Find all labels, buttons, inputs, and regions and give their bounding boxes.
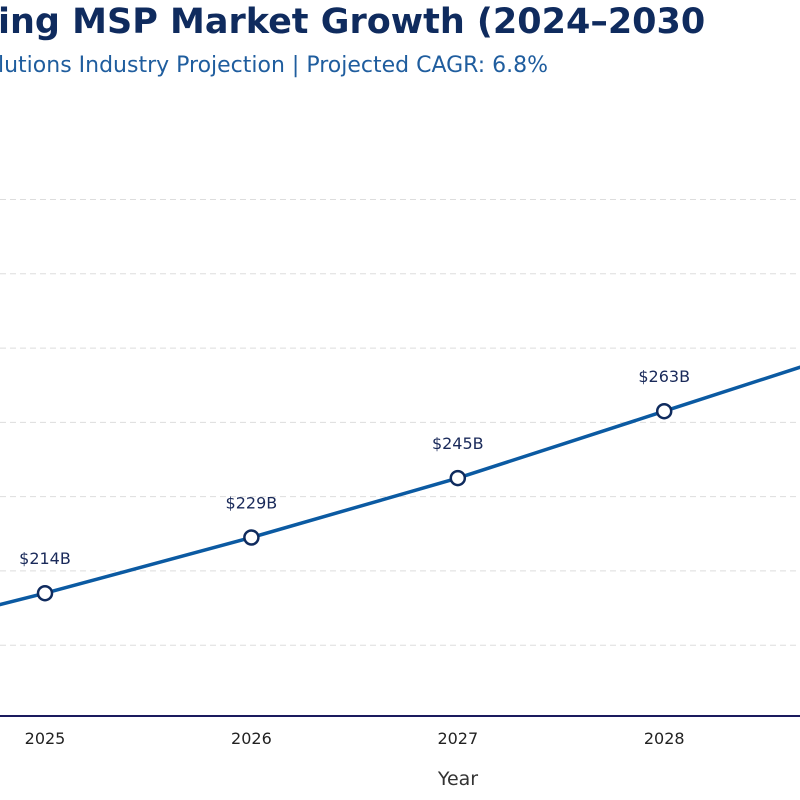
data-point	[243, 529, 260, 546]
x-tick-label: 2028	[644, 729, 685, 748]
data-point	[36, 584, 54, 602]
data-label: $229B	[226, 493, 278, 512]
chart-subtitle: lutions Industry Projection | Projected …	[0, 53, 549, 78]
series-line	[0, 365, 800, 607]
data-label: $214B	[19, 549, 71, 568]
x-tick-label: 2027	[437, 729, 478, 748]
data-label: $263B	[638, 367, 690, 386]
x-tick-label: 2025	[25, 729, 66, 748]
x-axis-label: Year	[437, 768, 478, 790]
data-label: $245B	[432, 434, 484, 453]
x-tick-label: 2026	[231, 729, 272, 748]
chart-title: ing MSP Market Growth (2024–2030	[0, 2, 706, 42]
data-point	[655, 402, 673, 420]
data-point	[449, 469, 467, 487]
